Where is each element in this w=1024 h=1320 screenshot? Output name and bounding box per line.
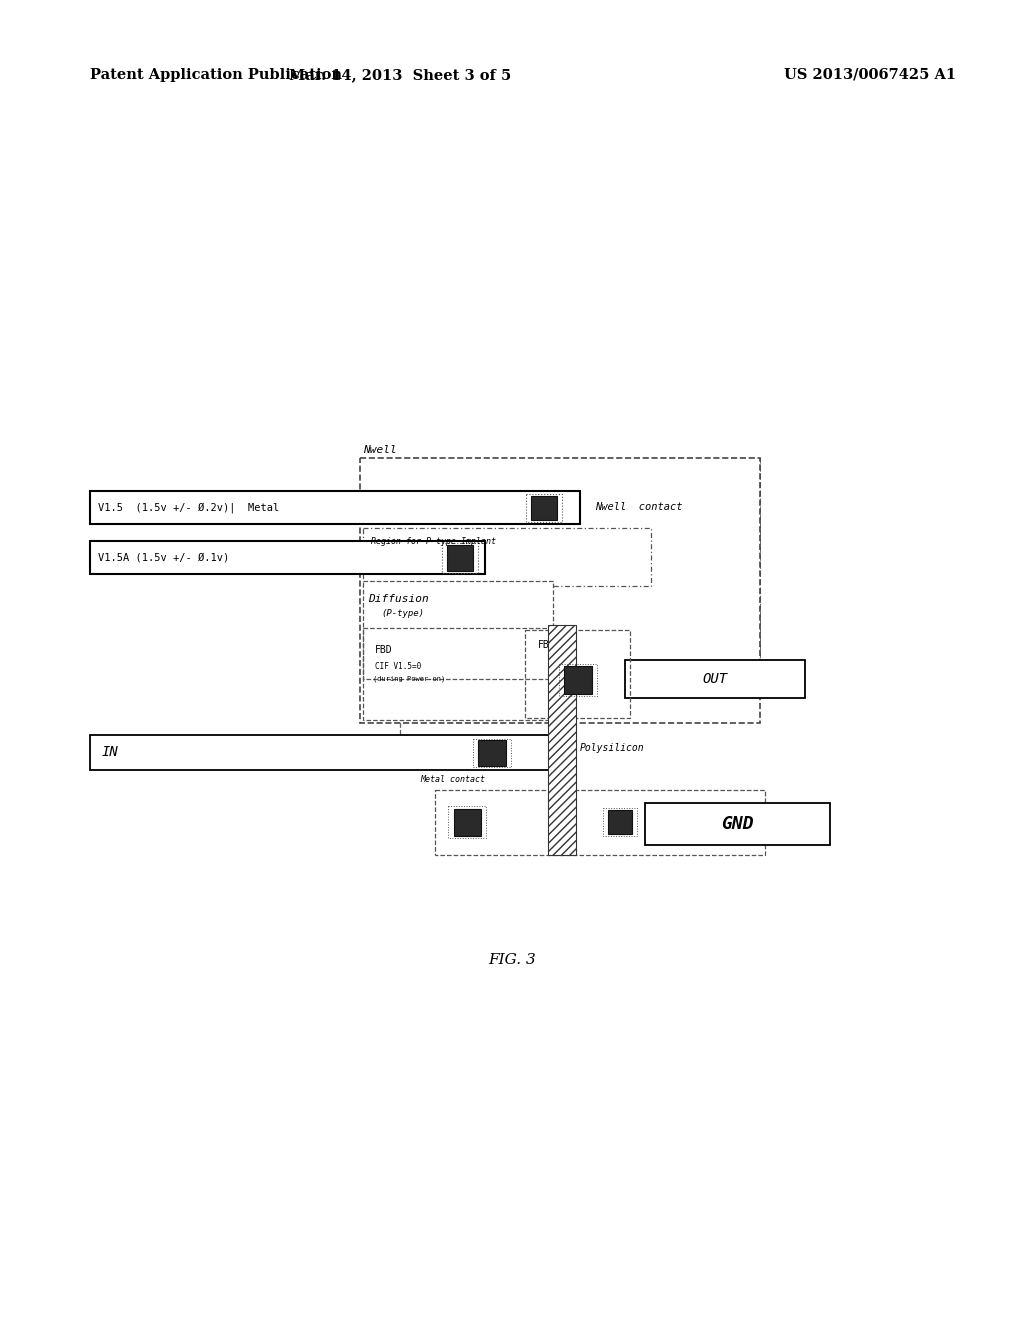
Bar bbox=[447, 544, 473, 570]
Bar bbox=[90, 541, 485, 574]
Text: V1.5  (1.5v +/- Ø.2v)|  Metal: V1.5 (1.5v +/- Ø.2v)| Metal bbox=[98, 502, 280, 513]
Bar bbox=[442, 543, 478, 573]
Bar bbox=[362, 581, 553, 678]
Text: Metal contact: Metal contact bbox=[420, 775, 485, 784]
Bar bbox=[90, 735, 550, 770]
Text: US 2013/0067425 A1: US 2013/0067425 A1 bbox=[784, 69, 956, 82]
Bar bbox=[608, 810, 632, 834]
Text: Region for P-type Implant: Region for P-type Implant bbox=[371, 537, 496, 546]
Text: FBD: FBD bbox=[375, 645, 392, 655]
Bar bbox=[454, 808, 480, 836]
Text: OUT: OUT bbox=[702, 672, 728, 686]
Bar bbox=[90, 491, 580, 524]
Text: FIG. 3: FIG. 3 bbox=[488, 953, 536, 968]
Bar bbox=[435, 789, 765, 855]
Bar bbox=[473, 738, 511, 767]
Bar bbox=[362, 628, 556, 719]
Text: Mar. 14, 2013  Sheet 3 of 5: Mar. 14, 2013 Sheet 3 of 5 bbox=[289, 69, 511, 82]
Text: (P-type): (P-type) bbox=[381, 609, 424, 618]
Bar bbox=[559, 664, 597, 696]
Bar bbox=[625, 660, 805, 698]
Bar bbox=[548, 624, 575, 855]
Bar bbox=[564, 667, 592, 694]
Text: CIF V1.5=0: CIF V1.5=0 bbox=[375, 663, 421, 671]
Bar bbox=[362, 528, 651, 586]
Text: (during Power-on): (during Power-on) bbox=[373, 675, 445, 681]
Text: Nwell  contact: Nwell contact bbox=[595, 503, 683, 512]
Text: Diffusion: Diffusion bbox=[368, 594, 429, 605]
Bar bbox=[449, 807, 486, 838]
Text: FBD: FBD bbox=[538, 640, 556, 649]
Bar bbox=[478, 739, 506, 766]
Text: Polysilicon: Polysilicon bbox=[580, 743, 645, 752]
Bar bbox=[525, 630, 630, 718]
Bar bbox=[645, 803, 830, 845]
Text: GND: GND bbox=[721, 814, 754, 833]
Text: Patent Application Publication: Patent Application Publication bbox=[90, 69, 342, 82]
Text: IN: IN bbox=[102, 746, 119, 759]
Bar bbox=[531, 495, 557, 520]
Bar bbox=[360, 458, 760, 723]
Text: Nwell: Nwell bbox=[362, 445, 396, 455]
Bar bbox=[603, 808, 637, 836]
Bar bbox=[526, 494, 562, 521]
Text: V1.5A (1.5v +/- Ø.1v): V1.5A (1.5v +/- Ø.1v) bbox=[98, 553, 229, 562]
